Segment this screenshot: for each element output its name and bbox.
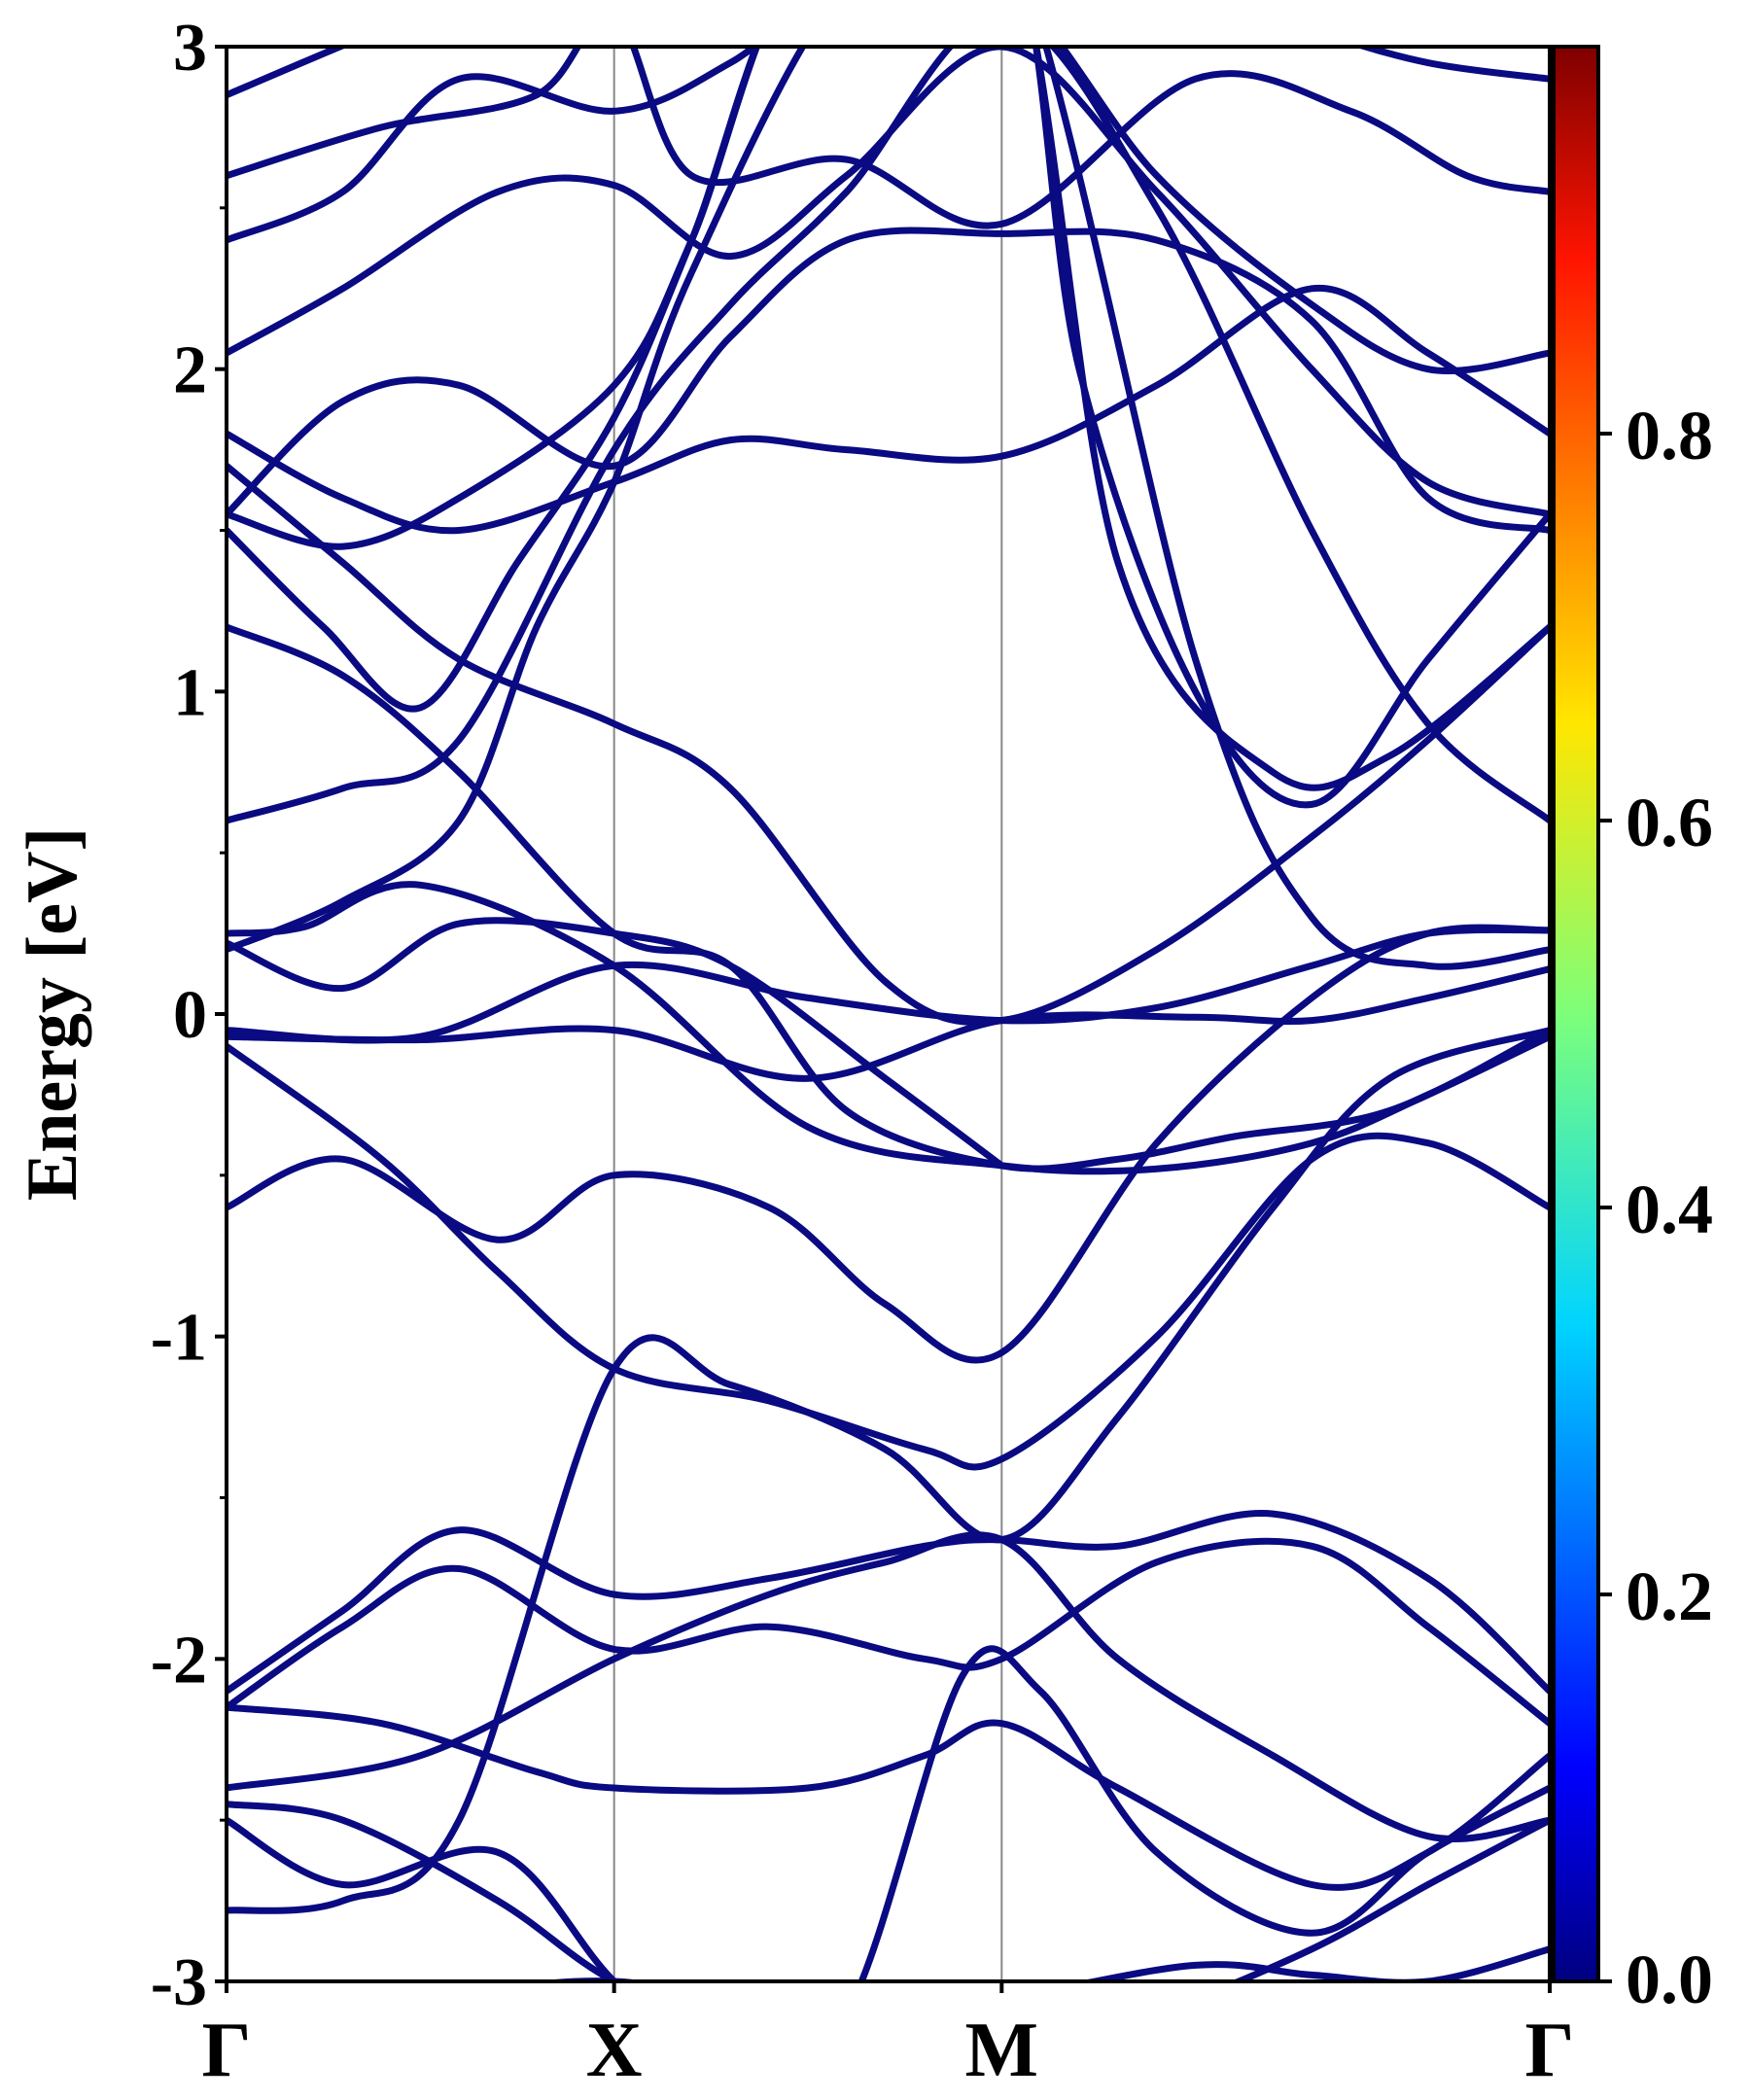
band-lines: [227, 47, 1550, 1981]
x-tick-label: Γ: [202, 2008, 252, 2093]
y-tick-label: 1: [173, 655, 207, 730]
band-line: [227, 1042, 1550, 1471]
plot-background: [227, 47, 1550, 1981]
colorbar-tick-label: 0.6: [1626, 784, 1713, 861]
band-line: [227, 462, 1550, 1026]
band-line: [227, 47, 1550, 229]
band-line: [227, 881, 1550, 1175]
band-line: [227, 1801, 1550, 1981]
x-tick-label: Γ: [1525, 2008, 1575, 2093]
band-line: [227, 1537, 1550, 1728]
band-line: [227, 47, 1550, 970]
colorbar-tick-label: 0.0: [1626, 1941, 1713, 2018]
plot-area: -3 -2 -1 0 1 2 3 Γ X M Γ: [151, 11, 1575, 2093]
y-tick-label: -3: [151, 1945, 207, 2020]
x-tick-label: M: [965, 2008, 1039, 2093]
y-tick-label: -2: [151, 1623, 207, 1698]
colorbar-gradient: [1552, 45, 1600, 1983]
band-line: [227, 1645, 1550, 1981]
band-line: [227, 284, 1550, 535]
colorbar-tick-label: 0.2: [1626, 1558, 1713, 1635]
band-line: [227, 47, 1550, 375]
band-line: [227, 623, 1550, 1172]
band-line: [227, 47, 1550, 809]
band-line: [227, 227, 1550, 534]
colorbar-tick-label: 0.4: [1626, 1171, 1713, 1248]
band-line: [227, 965, 1550, 1082]
y-tick-label: 3: [173, 11, 207, 86]
band-line: [227, 924, 1550, 1364]
y-axis-ticks: -3 -2 -1 0 1 2 3: [151, 11, 227, 2020]
y-tick-label: -1: [151, 1301, 207, 1376]
y-tick-label: 0: [173, 978, 207, 1053]
band-line: [227, 1027, 1550, 1914]
band-line: [227, 1531, 1550, 1843]
band-line: [227, 47, 1550, 99]
x-tick-label: X: [586, 2008, 643, 2093]
colorbar-ticks: 0.0 0.2 0.4 0.6 0.8: [1598, 397, 1713, 2018]
band-line: [227, 47, 1550, 518]
y-axis-label: Energy [eV]: [13, 827, 92, 1201]
colorbar-tick-label: 0.8: [1626, 397, 1713, 474]
colorbar: 0.0 0.2 0.4 0.6 0.8: [1552, 45, 1713, 2018]
band-line: [227, 47, 1550, 791]
y-tick-label: 2: [173, 333, 207, 408]
